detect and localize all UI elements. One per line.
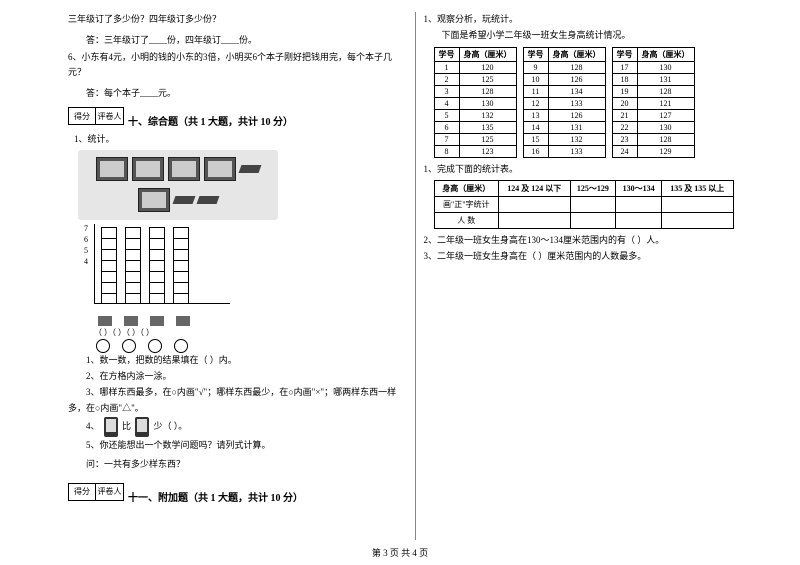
l1: 1、数一数，把数的结果填在（ ）内。	[68, 353, 407, 368]
ylabel-4: 4	[84, 257, 88, 266]
q-top-a: 三年级订了多少份？四年级订多少份？	[68, 12, 407, 27]
circle-row	[96, 339, 407, 353]
section-11-title: 十一、附加题（共 1 大题，共计 10 分）	[128, 489, 407, 504]
circle-icon	[148, 339, 162, 353]
r3: 2、二年级一班女生身高在130～134厘米范围内的有（ ）人。	[424, 233, 763, 248]
stat-label: 1、统计。	[74, 132, 407, 147]
phone-icon	[104, 417, 118, 437]
ylabel-5: 5	[84, 246, 88, 255]
l4c: 少（ ）。	[154, 421, 188, 431]
r1b: 下面是希望小学二年级一班女生身高统计情况。	[424, 28, 763, 43]
mini-icon	[150, 316, 164, 326]
st-r2: 人 数	[434, 212, 498, 228]
l3: 3、哪样东西最多，在○内画"√"；哪样东西最少，在○内画"×"；哪两样东西一样多…	[68, 385, 407, 416]
phone-icon	[135, 417, 149, 437]
l2: 2、在方格内涂一涂。	[68, 369, 407, 384]
table-1: 学号身高（厘米）11202125312841305132613571258123	[434, 47, 517, 158]
st-h1: 身高（厘米）	[434, 180, 498, 196]
l5: 5、你还能想出一个数学问题吗？请列式计算。	[68, 438, 407, 453]
circle-icon	[122, 339, 136, 353]
grader-label: 评卷人	[96, 483, 124, 501]
circle-icon	[174, 339, 188, 353]
ylabel-7: 7	[84, 224, 88, 233]
mini-icon	[124, 316, 138, 326]
st-r1: 画"正"字统计	[434, 196, 498, 212]
l4: 4、 比 少（ ）。	[68, 417, 407, 437]
circle-icon	[96, 339, 110, 353]
r4: 3、二年级一班女生身高在（ ）厘米范围内的人数最多。	[424, 249, 763, 264]
r1: 1、观察分析，玩统计。	[424, 12, 763, 27]
st-h4: 130～134	[616, 180, 662, 196]
l5q: 问：一共有多少样东西？	[68, 457, 407, 472]
height-tables: 学号身高（厘米）11202125312841305132613571258123…	[434, 47, 763, 158]
page-footer: 第 3 页 共 4 页	[0, 546, 800, 559]
table-3: 学号身高（厘米）17130181311912820121211272213023…	[612, 47, 695, 158]
bar-chart: 7 6 5 4	[80, 224, 230, 314]
l4a: 4、	[86, 421, 100, 431]
q6: 6、小东有4元，小明的钱的小东的3倍，小明买6个本子刚好把钱用完，每个本子几元？	[68, 50, 407, 81]
icons-row	[98, 316, 407, 326]
score-label: 得分	[68, 107, 96, 125]
score-label: 得分	[68, 483, 96, 501]
section-10-title: 十、综合题（共 1 大题，共计 10 分）	[128, 113, 407, 128]
table-2: 学号身高（厘米）91281012611134121331312614131151…	[523, 47, 606, 158]
st-h3: 125～129	[570, 180, 616, 196]
desk-illustration	[78, 150, 278, 220]
mini-icon	[98, 316, 112, 326]
st-h2: 124 及 124 以下	[498, 180, 570, 196]
q6-ans: 答：每个本子____元。	[68, 86, 407, 101]
st-h5: 135 及 135 以上	[661, 180, 733, 196]
ylabel-6: 6	[84, 235, 88, 244]
paren-row: （ ）（ ）（ ）（ ）	[94, 327, 407, 338]
r2: 1、完成下面的统计表。	[424, 162, 763, 177]
q-top-b: 答：三年级订了____份，四年级订____份。	[68, 33, 407, 48]
mini-icon	[176, 316, 190, 326]
stat-table: 身高（厘米） 124 及 124 以下 125～129 130～134 135 …	[434, 180, 734, 229]
l4b: 比	[122, 421, 131, 431]
grader-label: 评卷人	[96, 107, 124, 125]
